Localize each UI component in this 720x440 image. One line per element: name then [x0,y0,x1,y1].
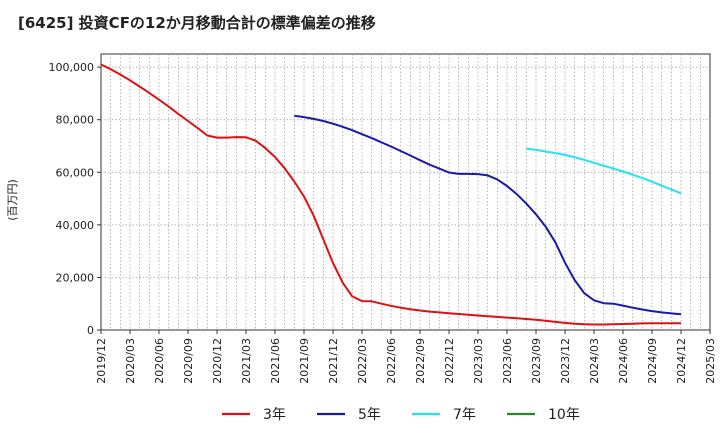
x-tick-label: 2023/06 [501,338,514,384]
x-tick-label: 2024/06 [617,338,630,384]
x-tick-label: 2023/03 [472,338,485,384]
y-tick-label: 100,000 [49,61,95,74]
x-tick-label: 2020/12 [211,338,224,384]
x-tick-label: 2021/09 [298,338,311,384]
series-line-3 [526,147,682,195]
y-tick-label: 40,000 [56,219,95,232]
x-tick-label: 2022/06 [385,338,398,384]
x-tick-label: 2020/06 [153,338,166,384]
x-tick-label: 2020/09 [182,338,195,384]
series-line-2 [294,114,682,316]
x-tick-label: 2022/09 [414,338,427,384]
x-tick-label: 2021/03 [240,338,253,384]
y-tick-label: 60,000 [56,166,95,179]
x-tick-label: 2021/06 [269,338,282,384]
x-tick-label: 2020/03 [124,338,137,384]
series-line-1 [100,63,681,326]
x-tick-label: 2025/03 [704,338,717,384]
x-tick-label: 2023/09 [530,338,543,384]
x-tick-label: 2024/12 [675,338,688,384]
y-tick-label: 0 [87,324,94,337]
legend: 3年 5年 7年 10年 [222,407,580,423]
chart-title: [6425] 投資CFの12か月移動合計の標準偏差の推移 [18,14,376,32]
axis-layer: 0 20,000 40,000 60,000 80,000 100,000 2019/12 2… [49,61,718,384]
y-tick-label: 20,000 [56,271,95,284]
x-tick-label: 2022/03 [356,338,369,384]
x-tick-label: 2019/12 [95,338,108,384]
legend-label-1: 3年 [263,407,286,423]
y-tick-label: 80,000 [56,114,95,127]
legend-label-4: 10年 [548,407,580,423]
y-axis-label: (百万円) [6,179,19,221]
grid-layer [100,53,711,331]
legend-label-3: 7年 [453,407,476,423]
legend-label-2: 5年 [358,407,381,423]
x-tick-label: 2024/03 [588,338,601,384]
x-tick-label: 2024/09 [646,338,659,384]
x-tick-label: 2022/12 [443,338,456,384]
x-tick-label: 2023/12 [559,338,572,384]
x-tick-label: 2021/12 [327,338,340,384]
series-layer [100,63,682,326]
plot-frame [100,53,711,331]
